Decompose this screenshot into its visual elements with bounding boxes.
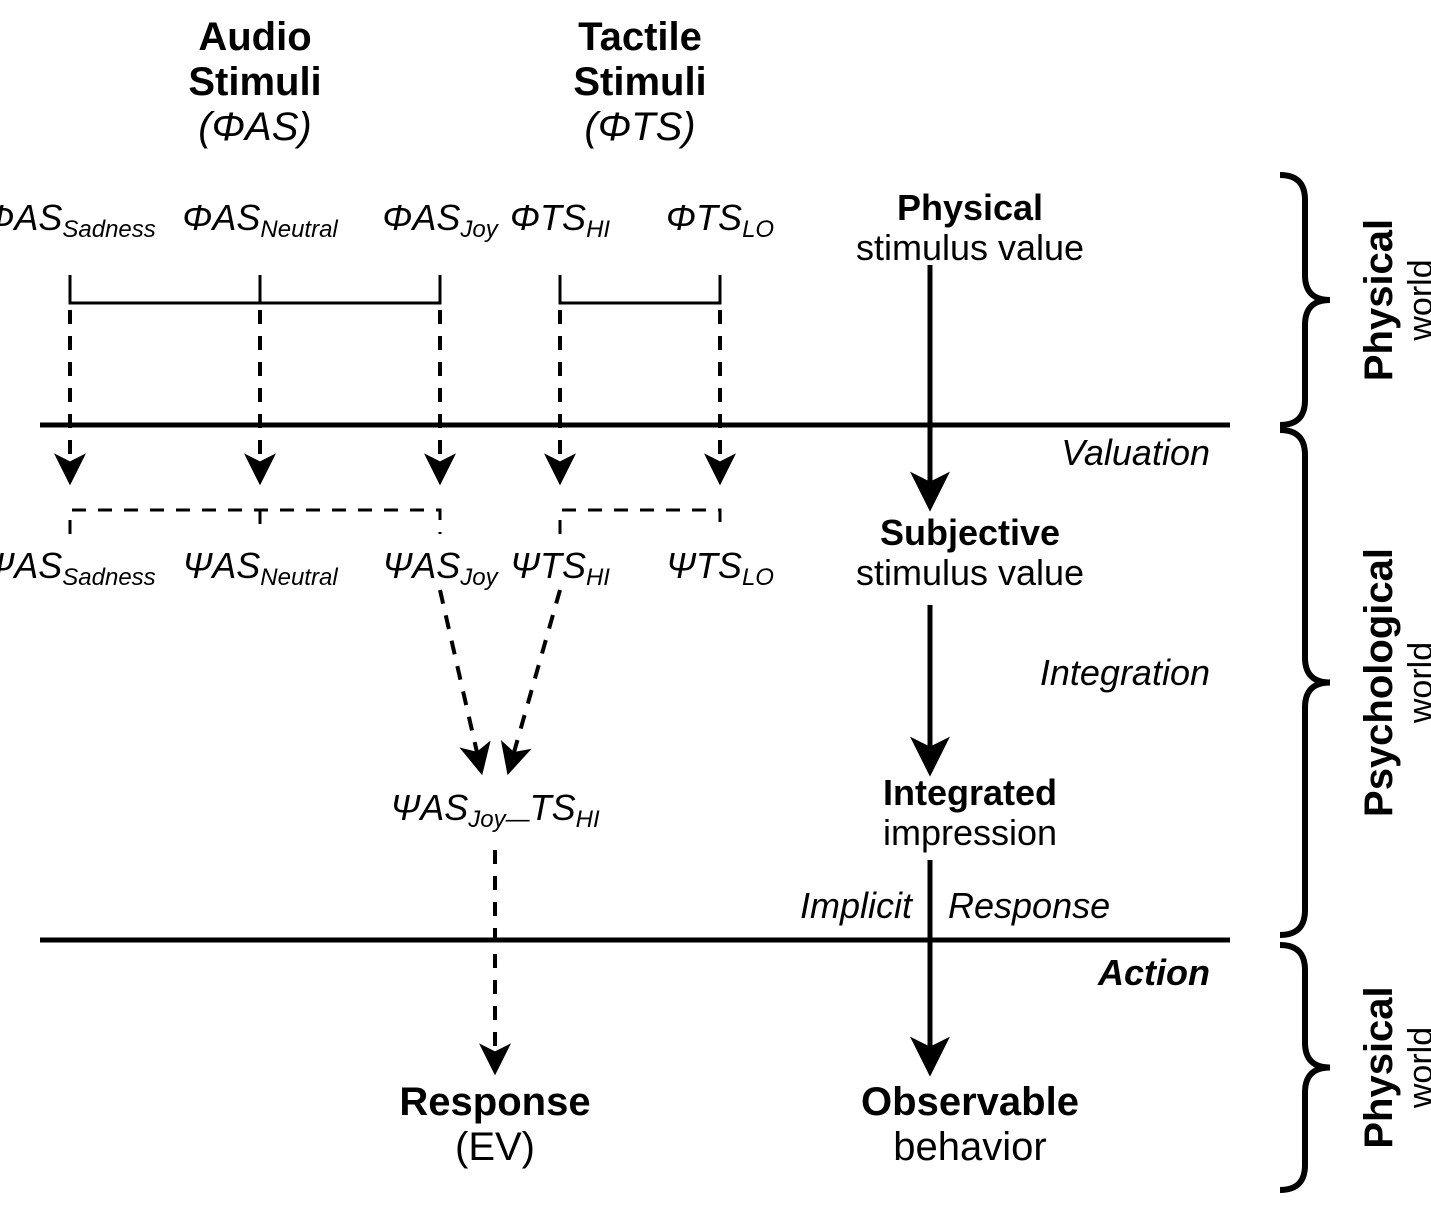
brace-bot: [1280, 945, 1330, 1190]
right-physical-rest: stimulus value: [856, 227, 1084, 268]
svg-text:Psychological: Psychological: [1357, 548, 1401, 817]
response-bold: Response: [399, 1080, 590, 1124]
right-subjective-bold: Subjective: [880, 512, 1060, 553]
tactile-header-1: Tactile: [578, 15, 702, 59]
audio-header-sym: (ΦAS): [198, 105, 311, 149]
tactile-header-sym: (ΦTS): [584, 105, 695, 149]
tactile-header-2: Stimuli: [573, 60, 706, 104]
svg-text:world: world: [1402, 1027, 1431, 1109]
svg-text:world: world: [1402, 642, 1431, 724]
phi-tactile-1: ΦTSLO: [666, 197, 774, 243]
psi-audio-1: ΨASNeutral: [182, 545, 338, 591]
psi-tactile-0: ΨTSHI: [510, 545, 610, 591]
phi-audio-1: ΦASNeutral: [182, 197, 338, 243]
right-subjective-rest: stimulus value: [856, 552, 1084, 593]
audio-header-1: Audio: [198, 15, 311, 59]
svg-text:Physical: Physical: [1357, 219, 1401, 381]
psi-audio-0: ΨASSadness: [0, 545, 156, 591]
converge-left: [440, 590, 481, 770]
side-label-bot: Physicalworld: [1357, 986, 1431, 1148]
response-rest: (EV): [455, 1125, 535, 1169]
right-integrated-rest: impression: [883, 812, 1057, 853]
diagram-canvas: AudioStimuli(ΦAS)TactileStimuli(ΦTS)ΦASS…: [0, 0, 1431, 1207]
brace-top: [1280, 175, 1330, 425]
observable-rest: behavior: [893, 1125, 1046, 1169]
converge-right: [509, 590, 560, 770]
phi-audio-bracket: [70, 275, 440, 303]
right-valuation: Valuation: [1061, 432, 1210, 473]
phi-tactile-bracket: [560, 275, 720, 303]
right-physical-bold: Physical: [897, 187, 1043, 228]
phi-tactile-0: ΦTSHI: [510, 197, 610, 243]
svg-text:world: world: [1402, 259, 1431, 341]
side-label-mid: Psychologicalworld: [1357, 548, 1431, 817]
right-integrated-bold: Integrated: [883, 772, 1057, 813]
right-integration: Integration: [1040, 652, 1210, 693]
psi-audio-bracket: [70, 510, 440, 534]
psi-tactile-bracket: [560, 510, 720, 534]
phi-audio-2: ΦASJoy: [382, 197, 500, 243]
audio-header-2: Stimuli: [188, 60, 321, 104]
right-response: Response: [948, 885, 1110, 926]
svg-text:Physical: Physical: [1357, 986, 1401, 1148]
observable-bold: Observable: [861, 1080, 1079, 1124]
right-action: Action: [1097, 952, 1210, 993]
side-label-top: Physicalworld: [1357, 219, 1431, 381]
brace-mid: [1280, 430, 1330, 935]
psi-tactile-1: ΨTSLO: [666, 545, 774, 591]
integrated-label: ΨASJoy—TSHI: [390, 787, 600, 833]
psi-audio-2: ΨASJoy: [382, 545, 499, 591]
right-implicit: Implicit: [800, 885, 914, 926]
phi-audio-0: ΦASSadness: [0, 197, 156, 243]
